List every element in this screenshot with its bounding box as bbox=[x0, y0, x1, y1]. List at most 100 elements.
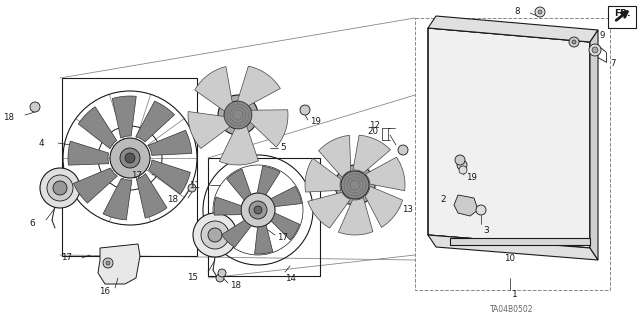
Text: 18: 18 bbox=[3, 113, 14, 122]
Polygon shape bbox=[148, 130, 192, 155]
Text: 16: 16 bbox=[99, 287, 110, 296]
Polygon shape bbox=[590, 30, 598, 260]
Circle shape bbox=[476, 205, 486, 215]
Polygon shape bbox=[365, 186, 403, 227]
Circle shape bbox=[592, 47, 598, 53]
Circle shape bbox=[335, 165, 375, 205]
Circle shape bbox=[224, 101, 252, 129]
Circle shape bbox=[457, 160, 467, 170]
Text: 19: 19 bbox=[466, 173, 477, 182]
Circle shape bbox=[538, 10, 542, 14]
Circle shape bbox=[201, 221, 229, 249]
Circle shape bbox=[535, 7, 545, 17]
Text: 6: 6 bbox=[29, 219, 35, 228]
Circle shape bbox=[218, 95, 258, 135]
Polygon shape bbox=[271, 213, 300, 240]
Polygon shape bbox=[257, 166, 280, 195]
Circle shape bbox=[241, 193, 275, 227]
Polygon shape bbox=[454, 195, 478, 216]
Polygon shape bbox=[195, 66, 232, 111]
Text: 15: 15 bbox=[187, 273, 198, 283]
Text: 12: 12 bbox=[369, 121, 380, 130]
Circle shape bbox=[459, 166, 467, 174]
Text: 9: 9 bbox=[600, 32, 605, 41]
Polygon shape bbox=[271, 186, 301, 207]
Circle shape bbox=[47, 175, 73, 201]
Polygon shape bbox=[428, 28, 590, 248]
Circle shape bbox=[125, 153, 135, 163]
Text: 18: 18 bbox=[167, 196, 178, 204]
Circle shape bbox=[216, 274, 224, 282]
Text: 10: 10 bbox=[504, 254, 515, 263]
Polygon shape bbox=[188, 112, 230, 148]
Polygon shape bbox=[339, 197, 373, 235]
Bar bbox=[62, 78, 197, 256]
Bar bbox=[450, 238, 590, 245]
Circle shape bbox=[300, 105, 310, 115]
Text: 19: 19 bbox=[310, 117, 321, 127]
Polygon shape bbox=[148, 160, 190, 194]
Circle shape bbox=[188, 184, 196, 192]
Circle shape bbox=[572, 40, 576, 44]
Polygon shape bbox=[428, 235, 598, 260]
Circle shape bbox=[589, 44, 601, 56]
Polygon shape bbox=[308, 192, 351, 228]
Circle shape bbox=[208, 228, 222, 242]
Bar bbox=[415, 18, 610, 290]
Circle shape bbox=[30, 102, 40, 112]
Bar bbox=[208, 158, 320, 276]
Polygon shape bbox=[305, 158, 341, 192]
Polygon shape bbox=[98, 244, 140, 284]
Text: 4: 4 bbox=[38, 138, 44, 147]
Polygon shape bbox=[255, 225, 273, 254]
Text: 17: 17 bbox=[61, 254, 72, 263]
Polygon shape bbox=[136, 101, 175, 142]
Polygon shape bbox=[365, 157, 405, 191]
Polygon shape bbox=[250, 110, 288, 147]
Text: FR.: FR. bbox=[614, 9, 630, 18]
Text: 20: 20 bbox=[367, 128, 378, 137]
Text: 14: 14 bbox=[285, 274, 296, 283]
Text: TA04B0502: TA04B0502 bbox=[490, 306, 534, 315]
Text: 11: 11 bbox=[189, 181, 200, 189]
Polygon shape bbox=[319, 135, 351, 177]
Text: 2: 2 bbox=[440, 196, 446, 204]
Circle shape bbox=[40, 168, 80, 208]
Circle shape bbox=[569, 37, 579, 47]
Polygon shape bbox=[428, 16, 598, 42]
Text: 1: 1 bbox=[512, 290, 518, 299]
Text: 18: 18 bbox=[230, 280, 241, 290]
Text: 3: 3 bbox=[483, 226, 489, 235]
Polygon shape bbox=[220, 126, 259, 165]
Polygon shape bbox=[68, 141, 109, 165]
Circle shape bbox=[106, 261, 110, 265]
Polygon shape bbox=[227, 169, 251, 200]
Text: 5: 5 bbox=[280, 144, 285, 152]
Circle shape bbox=[120, 148, 140, 168]
Polygon shape bbox=[221, 220, 252, 247]
Circle shape bbox=[218, 269, 226, 277]
Circle shape bbox=[455, 155, 465, 165]
Text: 13: 13 bbox=[402, 205, 413, 214]
Polygon shape bbox=[103, 178, 132, 220]
Circle shape bbox=[103, 258, 113, 268]
Bar bbox=[608, 6, 636, 28]
Polygon shape bbox=[353, 135, 390, 173]
Circle shape bbox=[249, 201, 267, 219]
Text: 7: 7 bbox=[610, 60, 616, 69]
Polygon shape bbox=[78, 107, 116, 149]
Text: 17: 17 bbox=[131, 170, 142, 180]
Circle shape bbox=[254, 206, 262, 214]
Polygon shape bbox=[214, 197, 242, 215]
Circle shape bbox=[398, 145, 408, 155]
Circle shape bbox=[53, 181, 67, 195]
Circle shape bbox=[193, 213, 237, 257]
Text: 17: 17 bbox=[277, 233, 288, 241]
Polygon shape bbox=[136, 174, 167, 218]
Circle shape bbox=[341, 171, 369, 199]
Circle shape bbox=[110, 138, 150, 178]
Polygon shape bbox=[112, 96, 136, 138]
Polygon shape bbox=[237, 66, 280, 106]
Polygon shape bbox=[74, 168, 117, 203]
Text: 8: 8 bbox=[515, 8, 520, 17]
